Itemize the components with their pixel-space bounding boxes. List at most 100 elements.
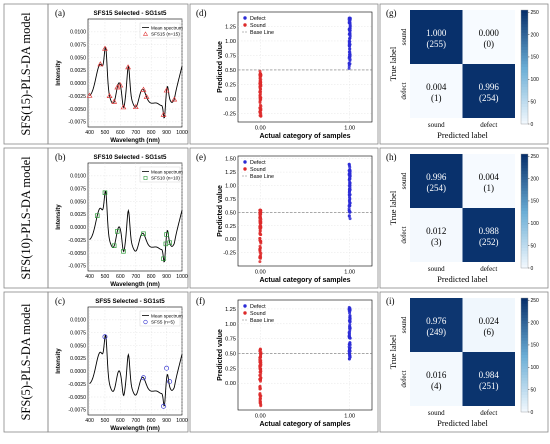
selected-wavelength-marker [167, 379, 173, 385]
colorbar-segment [521, 262, 528, 266]
colorbar-segment [521, 343, 528, 347]
colorbar-tick-label: 0 [531, 410, 534, 416]
sound-sample-point [259, 367, 263, 371]
colorbar-segment [521, 355, 528, 359]
cell-rate: 0.004 [426, 82, 447, 92]
defect-sample-point [347, 63, 351, 67]
y-tick-label: -0.25 [223, 111, 236, 117]
defect-sample-point [347, 210, 351, 214]
model-label: SFS(10)-PLS-DA model [19, 156, 33, 280]
panel-letter: (d) [196, 8, 207, 18]
defect-sample-point [347, 352, 351, 356]
sound-sample-point [258, 231, 262, 235]
predicted-label-title: Predicted label [437, 274, 488, 284]
cell-rate: 0.016 [426, 370, 447, 380]
colorbar-segment [521, 202, 528, 206]
cell-rate: 0.004 [479, 172, 500, 182]
legend-marker-swatch [143, 176, 148, 180]
sound-sample-point [259, 96, 263, 100]
cell-count: (6) [484, 327, 495, 337]
legend-selection-label: SFS5 (n=5) [151, 320, 175, 325]
predicted-class-label: defect [480, 265, 497, 273]
y-tick-label: 0.0000 [70, 81, 86, 87]
cell-rate: 0.988 [479, 226, 500, 236]
colorbar-segment [521, 49, 528, 54]
legend-baseline-label: Base Line [250, 30, 274, 36]
y-tick-label: 0.0075 [70, 43, 86, 49]
x-tick-label: 800 [147, 418, 156, 424]
defect-sample-point [347, 332, 351, 336]
selected-wavelength-marker [115, 229, 120, 234]
colorbar-segment [521, 18, 528, 22]
confusion-cell [462, 208, 515, 262]
panel-frame [47, 291, 189, 433]
sound-sample-point [258, 69, 262, 73]
colorbar-segment [521, 298, 528, 302]
cell-rate: 0.984 [479, 370, 500, 380]
x-tick-label: 400 [85, 274, 94, 280]
predicted-class-label: defect [480, 409, 497, 417]
sound-sample-point [259, 81, 263, 85]
sound-sample-point [258, 100, 262, 104]
sound-sample-point [258, 260, 262, 264]
y-tick-label: 0.50 [225, 352, 236, 358]
legend-baseline-label: Base Line [250, 174, 274, 180]
sound-sample-point [258, 247, 262, 251]
colorbar-segment [521, 95, 528, 99]
colorbar-segment [521, 58, 528, 62]
y-tick-label: 0.0000 [70, 369, 86, 375]
x-tick-label: 400 [85, 130, 94, 136]
selected-wavelength-marker [121, 249, 126, 254]
y-axis-label: Intensity [55, 348, 62, 374]
x-axis-label: Actual category of samples [259, 133, 350, 140]
legend-sound-swatch [243, 23, 247, 27]
confusion-cell [410, 64, 463, 118]
legend-mean-label: Mean spectrum [151, 25, 183, 30]
colorbar-segment [521, 72, 528, 76]
sound-sample-point [258, 386, 262, 390]
colorbar-segment [521, 32, 528, 37]
defect-sample-point [348, 355, 352, 359]
defect-sample-point [347, 162, 351, 166]
selected-wavelength-marker [164, 232, 169, 237]
y-tick-label: 0.0025 [70, 356, 86, 362]
colorbar-segment [521, 171, 528, 175]
y-tick-label: 1.25 [225, 170, 236, 176]
true-label-title: True label [388, 334, 398, 369]
y-tick-label: -0.0025 [68, 94, 86, 100]
colorbar-segment [521, 27, 528, 31]
colorbar-segment [521, 179, 528, 183]
colorbar-segment [521, 106, 528, 111]
colorbar-segment [521, 222, 528, 226]
selected-wavelength-marker [117, 82, 124, 88]
defect-sample-point [348, 323, 352, 327]
confusion-cell [462, 352, 515, 406]
sound-sample-point [259, 364, 263, 368]
colorbar-segment [521, 233, 528, 238]
panel-frame [379, 3, 549, 145]
colorbar-segment [521, 159, 528, 163]
colorbar-tick-label: 150 [531, 343, 540, 349]
spectrum-title: SFS10 Selected - SG1st5 [94, 154, 167, 161]
selected-wavelength-marker [106, 92, 113, 98]
colorbar-segment [521, 118, 528, 122]
panel-frame [189, 147, 379, 289]
y-tick-label: 0.0100 [70, 318, 86, 324]
predicted-class-label: sound [428, 409, 445, 417]
colorbar-tick-label: 250 [531, 10, 540, 16]
colorbar-segment [521, 300, 528, 305]
colorbar-tick-label: 100 [531, 365, 540, 371]
cell-rate: 0.000 [479, 28, 500, 38]
defect-sample-point [348, 18, 352, 22]
selected-wavelength-marker [160, 111, 167, 117]
selected-wavelength-marker [102, 190, 108, 195]
y-tick-label: 0.75 [225, 53, 236, 59]
sound-sample-point [258, 229, 262, 233]
cell-rate: 0.976 [426, 316, 447, 326]
x-tick-label: 400 [85, 418, 94, 424]
defect-sample-point [348, 309, 352, 313]
defect-sample-point [347, 191, 351, 195]
y-tick-label: 0.0025 [70, 212, 86, 218]
selected-wavelength-marker [171, 96, 178, 102]
sound-sample-point [258, 90, 262, 94]
